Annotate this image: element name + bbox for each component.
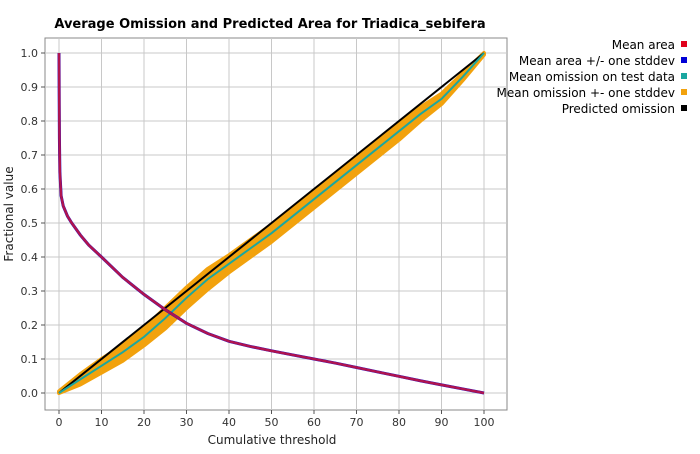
y-tick-label: 0.9 — [21, 81, 39, 94]
legend-swatch — [681, 57, 687, 63]
legend-swatch — [681, 105, 687, 111]
x-axis-label: Cumulative threshold — [208, 433, 337, 447]
legend-label: Mean omission +- one stddev — [497, 86, 676, 100]
y-axis-label: Fractional value — [2, 166, 16, 261]
y-tick-label: 0.1 — [21, 353, 39, 366]
y-tick-label: 0.3 — [21, 285, 39, 298]
x-tick-label: 50 — [265, 416, 279, 429]
legend-swatch — [681, 73, 687, 79]
x-tick-label: 20 — [137, 416, 151, 429]
axis-ticks: 0 10 20 30 40 50 60 70 80 90 100 0.0 0.1 0.2 0.3 0.4 0.5… — [21, 47, 495, 429]
legend-swatch — [681, 89, 687, 95]
y-tick-label: 1.0 — [21, 47, 39, 60]
x-tick-label: 100 — [474, 416, 495, 429]
legend-label: Mean omission on test data — [509, 70, 675, 84]
chart-title: Average Omission and Predicted Area for … — [54, 17, 485, 32]
legend-label: Mean area — [612, 38, 675, 52]
x-tick-label: 70 — [350, 416, 364, 429]
series-mean-area-line — [57, 52, 485, 395]
y-tick-label: 0.0 — [21, 387, 39, 400]
y-tick-label: 0.4 — [21, 251, 39, 264]
legend-swatch — [681, 41, 687, 47]
y-tick-label: 0.7 — [21, 149, 39, 162]
series-layer — [57, 51, 486, 395]
x-tick-label: 0 — [56, 416, 63, 429]
series-mean-omission-line — [58, 52, 485, 394]
x-tick-label: 60 — [307, 416, 321, 429]
x-tick-label: 80 — [392, 416, 406, 429]
legend-label: Mean area +/- one stddev — [519, 54, 675, 68]
y-tick-label: 0.6 — [21, 183, 39, 196]
y-tick-label: 0.5 — [21, 217, 39, 230]
x-tick-label: 30 — [180, 416, 194, 429]
y-tick-label: 0.8 — [21, 115, 39, 128]
legend-label: Predicted omission — [562, 102, 675, 116]
legend: Mean area Mean area +/- one stddev Mean om… — [497, 38, 687, 116]
x-tick-label: 40 — [222, 416, 236, 429]
series-predicted-omission-line — [58, 52, 485, 394]
x-tick-label: 90 — [435, 416, 449, 429]
x-tick-label: 10 — [95, 416, 109, 429]
y-tick-label: 0.2 — [21, 319, 39, 332]
